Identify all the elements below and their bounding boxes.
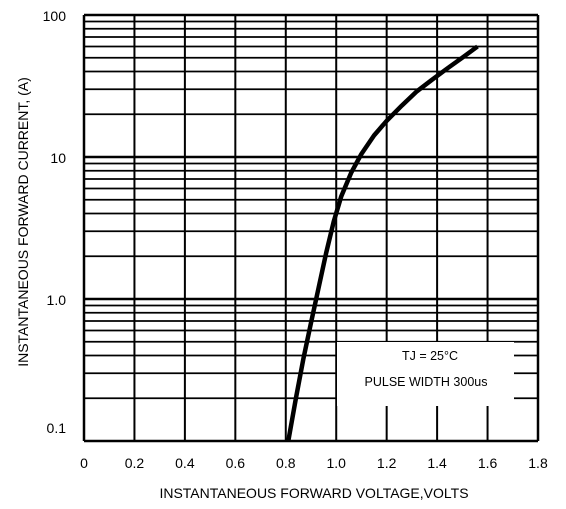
x-tick-label: 0.6 — [226, 455, 246, 471]
y-tick-label: 0.1 — [47, 420, 67, 436]
y-tick-label: 10 — [50, 150, 66, 166]
series-line — [286, 44, 479, 442]
x-tick-label: 1.0 — [326, 455, 346, 471]
x-tick-label: 1.2 — [377, 455, 397, 471]
x-tick-label: 1.6 — [478, 455, 498, 471]
x-tick-label: 1.4 — [427, 455, 447, 471]
x-tick-label: 0.2 — [125, 455, 145, 471]
x-axis-label: INSTANTANEOUS FORWARD VOLTAGE,VOLTS — [159, 485, 468, 501]
annotation-pulse-width: PULSE WIDTH 300us — [365, 375, 488, 389]
x-tick-label: 1.8 — [528, 455, 548, 471]
x-tick-label: 0 — [80, 455, 88, 471]
y-tick-label: 1.0 — [47, 292, 67, 308]
y-tick-label: 100 — [43, 8, 67, 24]
y-tick-labels: 0.1 1.0 10 100 — [43, 8, 67, 436]
annotation-box: TJ = 25°C PULSE WIDTH 300us — [337, 342, 514, 406]
x-tick-labels: 0 0.2 0.4 0.6 0.8 1.0 1.2 1.4 1.6 1.8 — [80, 455, 548, 471]
y-axis-label: INSTANTANEOUS FORWARD CURRENT, (A) — [15, 77, 31, 367]
annotation-temperature: TJ = 25°C — [402, 349, 458, 363]
x-tick-label: 0.8 — [276, 455, 296, 471]
x-tick-label: 0.4 — [175, 455, 195, 471]
